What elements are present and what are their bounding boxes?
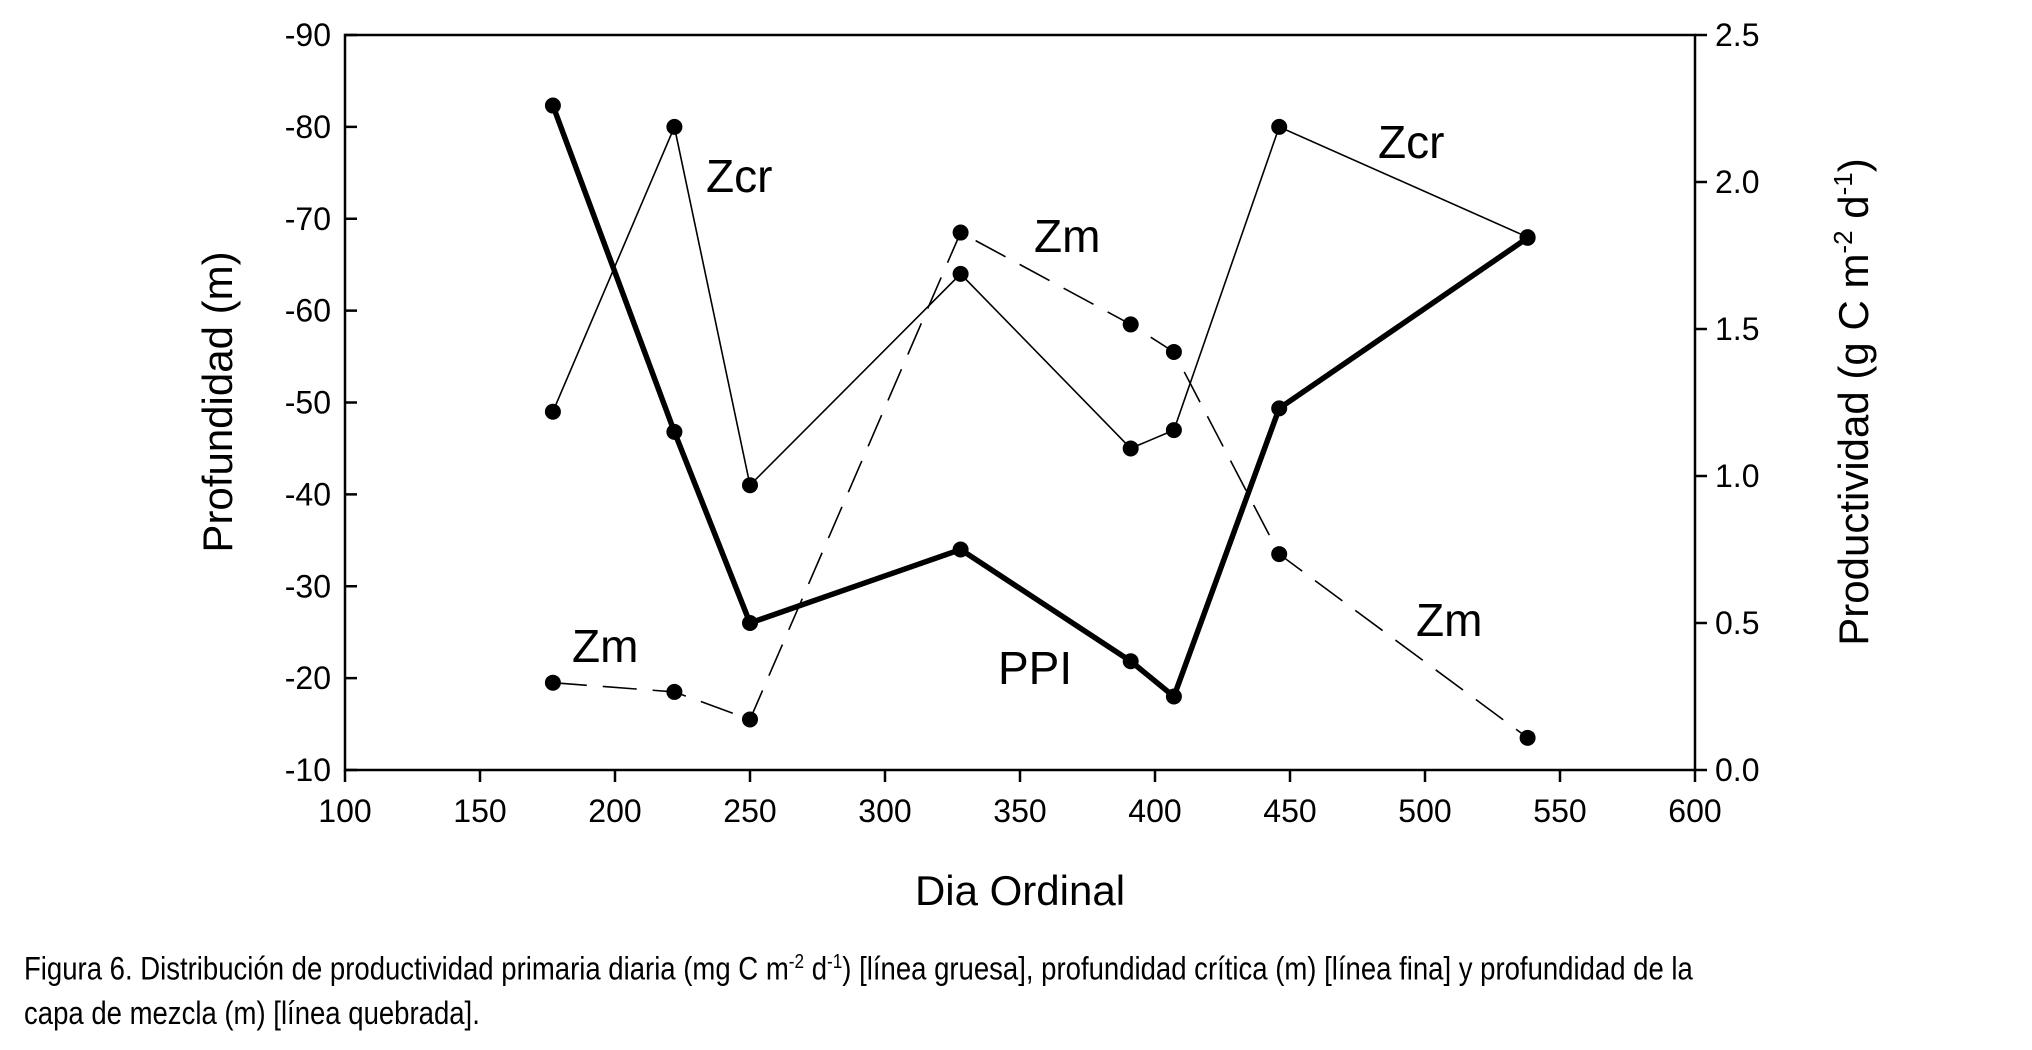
right-tick-label: 1.0 [1715, 458, 1759, 494]
right-tick-label: 0.5 [1715, 605, 1759, 641]
left-tick-label: -20 [285, 660, 331, 696]
x-tick-label: 500 [1398, 793, 1451, 829]
x-tick-label: 150 [453, 793, 506, 829]
data-point-zm [1271, 546, 1288, 563]
data-point-zcr [1122, 440, 1139, 457]
data-point-ppi [1271, 400, 1288, 417]
right-axis-ticks: 2.5 2.0 1.5 1.0 0.5 0.0 [1695, 17, 1759, 788]
x-tick-label: 600 [1668, 793, 1721, 829]
x-tick-label: 550 [1533, 793, 1586, 829]
x-tick-label: 300 [858, 793, 911, 829]
series-line-zcr [552, 124, 1528, 487]
data-point-zcr [742, 477, 758, 494]
data-point-zm [1122, 316, 1139, 333]
data-point-zm [742, 711, 758, 728]
x-tick-label: 350 [993, 793, 1046, 829]
x-axis-ticks: 100 150 200 250 300 350 400 450 500 550 600 [318, 770, 1722, 829]
data-point-zcr [952, 265, 969, 282]
data-point-ppi [544, 97, 561, 114]
x-tick-label: 450 [1263, 793, 1316, 829]
left-tick-label: -30 [285, 568, 331, 604]
series-label-zm-2: Zm [572, 620, 638, 672]
data-point-zcr [1271, 118, 1288, 135]
series-line-ppi [550, 104, 1530, 702]
right-tick-label: 1.5 [1715, 311, 1759, 347]
figure-caption: Figura 6. Distribución de productividad … [24, 940, 1735, 1035]
left-tick-label: -90 [285, 17, 331, 53]
data-point-ppi [742, 615, 758, 631]
x-axis-title: Dia Ordinal [915, 867, 1125, 914]
right-tick-label: 2.0 [1715, 164, 1759, 200]
data-point-zcr [1165, 422, 1182, 439]
data-point-zm [544, 674, 561, 691]
data-point-ppi [666, 423, 683, 440]
data-point-zm [1519, 729, 1536, 746]
left-tick-label: -60 [285, 293, 331, 329]
data-point-ppi [1519, 229, 1536, 246]
series-label-zm: Zm [1034, 210, 1100, 262]
data-point-ppi [1122, 653, 1139, 670]
series-line-zm [552, 231, 1529, 739]
data-point-ppi [952, 541, 969, 558]
data-point-ppi [1165, 688, 1182, 705]
series-label-zcr: Zcr [706, 150, 772, 202]
x-tick-label: 100 [318, 793, 371, 829]
left-axis-ticks: -90 -80 -70 -60 -50 -40 -30 -20 -10 [285, 17, 357, 788]
caption-line-1: Figura 6. Distribución de productividad … [24, 950, 1693, 987]
data-point-zm [952, 224, 969, 241]
right-tick-label: 0.0 [1715, 752, 1759, 788]
left-tick-label: -50 [285, 385, 331, 421]
series-label-ppi: PPI [998, 642, 1072, 694]
data-point-zm [1165, 343, 1182, 360]
left-axis-title: Profundidad (m) [194, 251, 241, 552]
data-point-zcr [666, 118, 683, 135]
series-layer [544, 97, 1536, 746]
series-label-zcr-2: Zcr [1378, 116, 1444, 168]
left-tick-label: -40 [285, 476, 331, 512]
left-tick-label: -10 [285, 752, 331, 788]
series-label-zm-3: Zm [1416, 594, 1482, 646]
x-tick-label: 250 [723, 793, 776, 829]
right-axis-title: Productividad (g C m-2 d-1) [1828, 158, 1877, 645]
x-tick-label: 400 [1128, 793, 1181, 829]
x-tick-label: 200 [588, 793, 641, 829]
left-tick-label: -70 [285, 201, 331, 237]
left-tick-label: -80 [285, 109, 331, 145]
data-point-zm [666, 683, 683, 700]
caption-line-2: capa de mezcla (m) [línea quebrada]. [24, 994, 480, 1031]
right-tick-label: 2.5 [1715, 17, 1759, 53]
data-point-zcr [544, 403, 561, 420]
